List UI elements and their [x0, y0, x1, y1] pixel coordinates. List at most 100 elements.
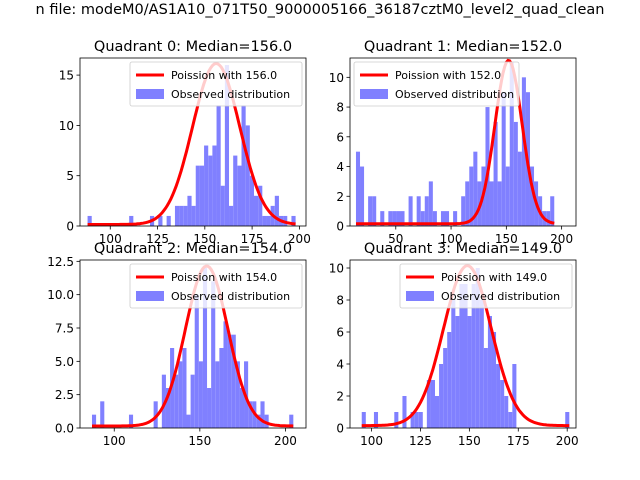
- histogram-bar: [459, 284, 464, 428]
- y-tick-label: 0.0: [55, 422, 74, 436]
- histogram-bar: [396, 211, 401, 226]
- histogram-bar: [428, 181, 433, 226]
- histogram-bar: [455, 316, 460, 428]
- legend-label-poisson: Poission with 156.0: [171, 69, 277, 82]
- histogram-bar: [380, 211, 385, 226]
- y-tick-label: 15: [59, 69, 74, 83]
- y-tick-label: 10: [59, 119, 74, 133]
- histogram-bar: [360, 166, 365, 226]
- histogram-bar: [187, 195, 192, 226]
- y-tick-label: 5.0: [55, 355, 74, 369]
- histogram-bar: [212, 145, 217, 226]
- histogram-bar: [508, 412, 513, 428]
- histogram-bar: [373, 412, 379, 428]
- histogram-bar: [467, 316, 472, 428]
- histogram-bar: [219, 348, 224, 428]
- histogram-bar: [400, 211, 405, 226]
- poisson-curve: [356, 58, 555, 226]
- histogram-bar: [355, 151, 361, 226]
- histogram-bar: [517, 151, 522, 226]
- histogram-bar: [190, 374, 195, 428]
- histogram-bar: [248, 401, 253, 428]
- histogram-bar: [440, 211, 445, 226]
- x-tick-label: 150: [188, 434, 211, 448]
- legend-patch-observed: [136, 291, 164, 301]
- histogram-bar: [262, 215, 267, 226]
- histogram-bar: [529, 166, 535, 226]
- legend-patch-observed: [406, 291, 434, 301]
- y-tick-label: 4: [336, 160, 344, 174]
- subplot-title: Quadrant 3: Median=149.0: [364, 241, 562, 257]
- histogram-bar: [289, 414, 294, 428]
- histogram-bar: [444, 211, 450, 226]
- histogram-bar: [469, 166, 474, 226]
- legend-label-observed: Observed distribution: [395, 88, 514, 101]
- subplot-2: 100 150 200 0.0 2.5 5.0 7.5 10.0 12.5 Quadrant 2:…: [47, 241, 307, 448]
- x-tick-label: 100: [103, 434, 126, 448]
- y-tick-label: 2: [336, 390, 344, 404]
- histogram-bar: [208, 155, 213, 226]
- histogram-bar: [394, 412, 399, 428]
- legend-label-observed: Observed distribution: [171, 290, 290, 303]
- y-tick-label: 8: [336, 101, 344, 115]
- histogram-bar: [100, 401, 105, 428]
- histogram-bar: [260, 401, 265, 428]
- histogram-bar: [368, 196, 373, 226]
- histogram-bar: [211, 281, 216, 428]
- histogram-bar: [509, 62, 514, 227]
- histogram-bar: [497, 181, 502, 226]
- y-tick-label: 2: [336, 190, 344, 204]
- histogram-bar: [166, 215, 171, 226]
- histogram-bar: [186, 414, 191, 428]
- x-tick-label: 100: [99, 232, 122, 246]
- histogram-bar: [235, 361, 240, 428]
- legend-box: [129, 61, 303, 107]
- histogram-bar: [165, 388, 171, 428]
- histogram-bar: [418, 412, 423, 428]
- histogram-bar: [266, 215, 271, 226]
- histogram-bar: [153, 401, 158, 428]
- y-tick-label: 4: [336, 358, 344, 372]
- subplot-title: Quadrant 2: Median=154.0: [94, 241, 292, 257]
- y-tick-label: 12.5: [47, 255, 74, 269]
- histogram-bar: [216, 105, 221, 226]
- histogram-bar: [182, 348, 187, 428]
- subplot-0: 100 125 150 175 200 0 5 10 15 Quadrant 0: Median=…: [59, 39, 311, 246]
- axes-frame: [79, 259, 307, 429]
- y-tick-label: 5: [66, 169, 74, 183]
- y-tick-label: 8: [336, 294, 344, 308]
- x-tick-label: 100: [440, 232, 463, 246]
- legend-label-poisson: Poission with 152.0: [395, 69, 501, 82]
- histogram-bar: [191, 205, 196, 226]
- histogram-bar: [512, 364, 517, 428]
- histogram-bar: [220, 185, 225, 226]
- histogram-bar: [215, 361, 220, 428]
- histogram-bar: [256, 414, 261, 428]
- y-tick-label: 6: [336, 130, 344, 144]
- histogram-bar: [473, 151, 478, 226]
- histogram-bar: [414, 412, 419, 428]
- histogram-bar: [223, 321, 228, 428]
- y-tick-label: 0: [66, 220, 74, 234]
- histogram-bar: [174, 374, 179, 428]
- histogram-bar: [451, 300, 456, 428]
- x-tick-label: 100: [360, 434, 383, 448]
- histogram-bar: [501, 92, 506, 226]
- histogram-bar: [432, 211, 437, 226]
- legend-box: [353, 61, 520, 107]
- histogram-bar: [233, 155, 238, 226]
- legend-box: [399, 263, 573, 309]
- histogram-bar: [483, 348, 488, 428]
- histogram-bar: [439, 364, 444, 428]
- subplot-1: 50 100 150 200 0 2 4 6 8 10 Quadrant 1: Median=152…: [329, 39, 577, 246]
- histogram-bar: [402, 396, 407, 428]
- x-tick-label: 150: [495, 232, 518, 246]
- figure-suptitle: n file: modeM0/AS1A10_071T50_9000005166_…: [35, 2, 605, 18]
- histogram-bar: [416, 196, 421, 226]
- histogram-bar: [224, 65, 230, 226]
- axes-frame: [79, 57, 307, 227]
- histogram-bar: [158, 215, 163, 226]
- x-tick-label: 125: [409, 434, 432, 448]
- y-tick-label: 10.0: [47, 288, 74, 302]
- histogram-bar: [178, 361, 183, 428]
